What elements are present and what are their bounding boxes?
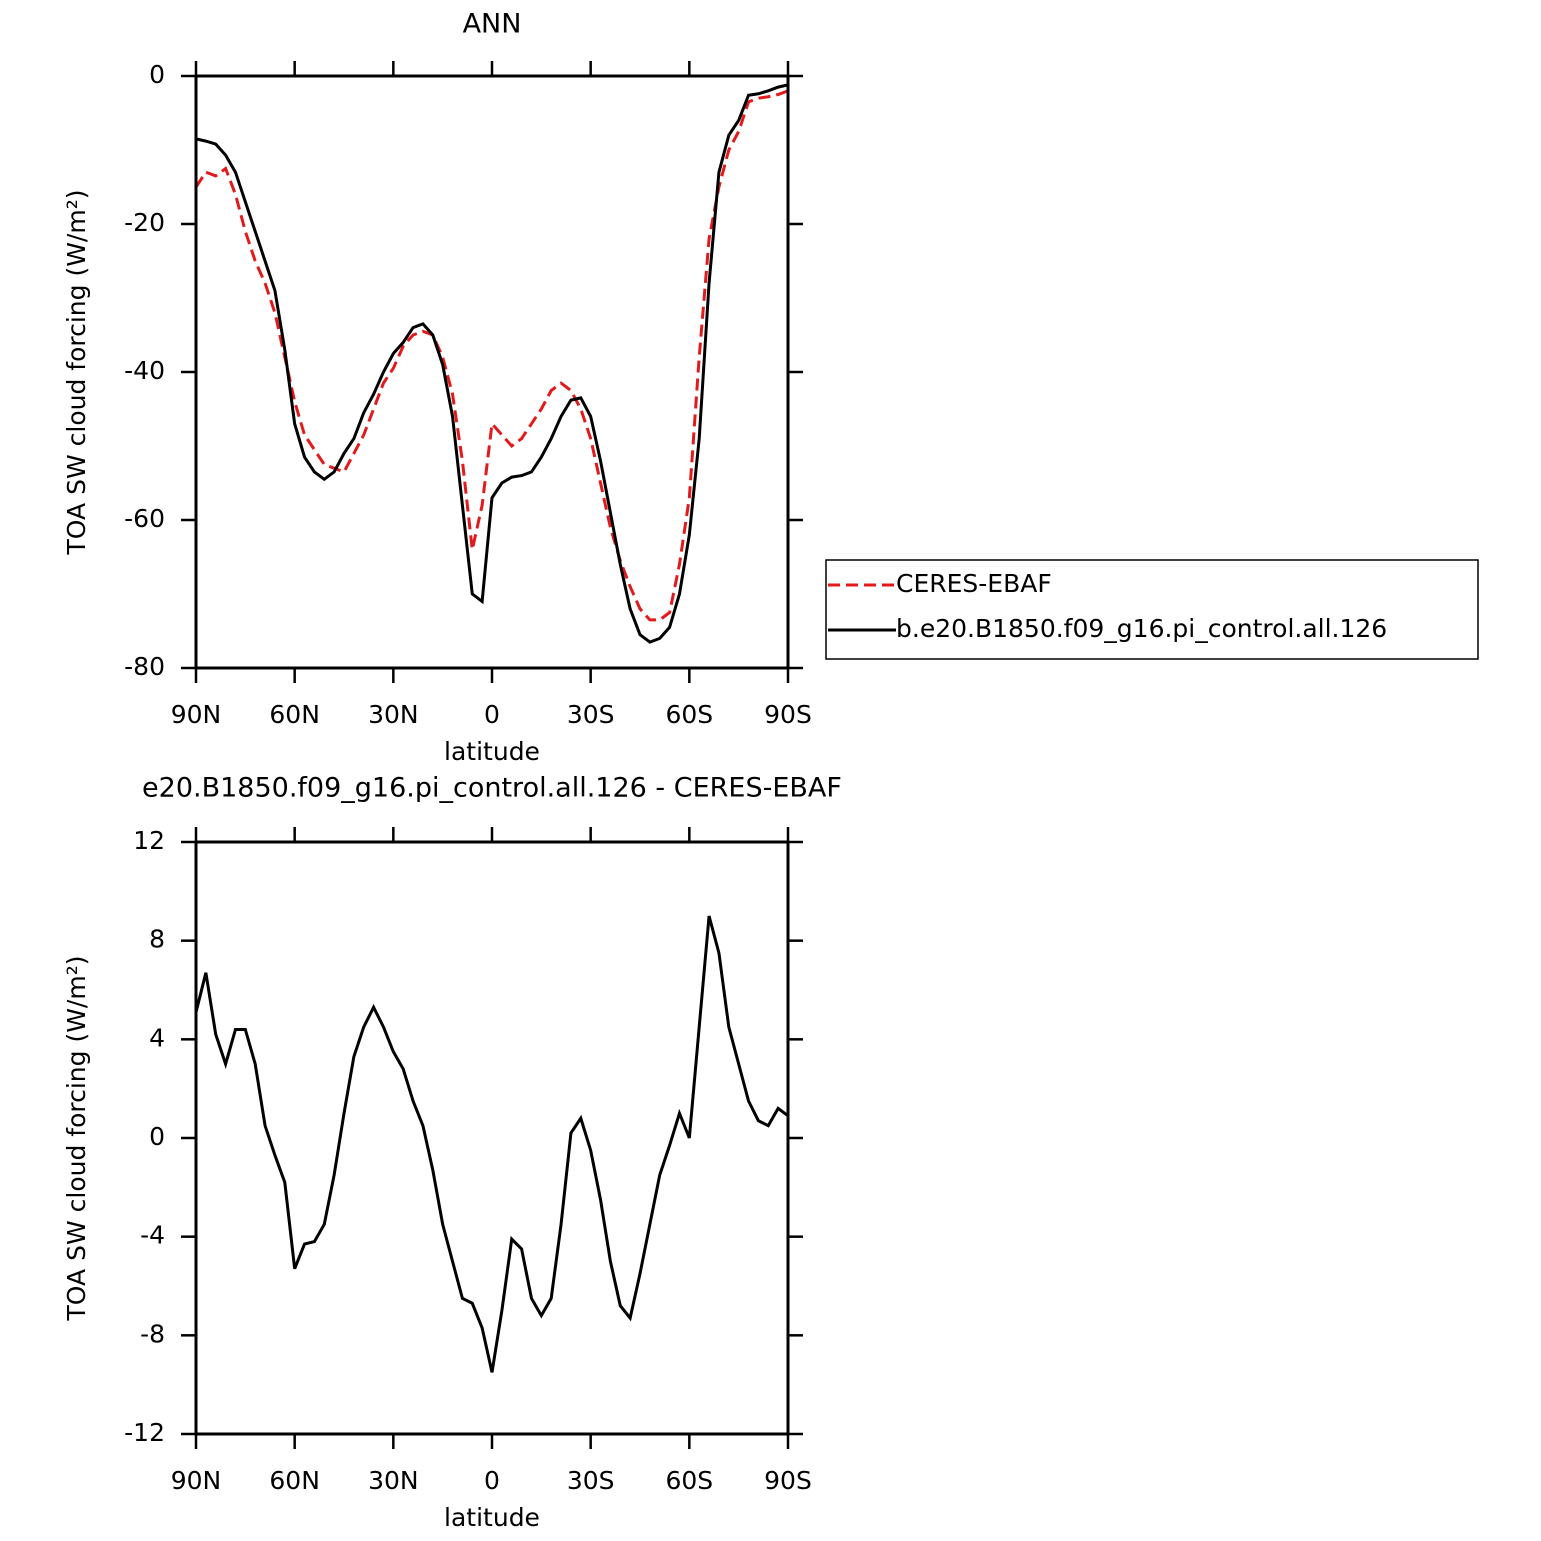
x-tick-label: 60S	[665, 1466, 713, 1495]
y-axis-label: TOA SW cloud forcing (W/m²)	[62, 956, 91, 1322]
y-tick-label: 12	[133, 826, 165, 855]
y-tick-label: 4	[149, 1023, 165, 1052]
x-axis-label: latitude	[444, 737, 540, 766]
x-tick-label: 60N	[269, 700, 320, 729]
x-tick-label: 60N	[269, 1466, 320, 1495]
y-tick-label: 8	[149, 925, 165, 954]
legend-label: CERES-EBAF	[896, 569, 1052, 598]
x-tick-label: 30N	[368, 1466, 419, 1495]
y-tick-label: 0	[149, 1122, 165, 1151]
y-tick-label: -12	[124, 1418, 165, 1447]
x-tick-label: 30S	[567, 700, 615, 729]
x-tick-label: 30S	[567, 1466, 615, 1495]
y-tick-label: -80	[124, 652, 165, 681]
x-tick-label: 90S	[764, 1466, 812, 1495]
x-tick-label: 90S	[764, 700, 812, 729]
data-line	[194, 915, 789, 1373]
plot-frame	[194, 74, 790, 670]
chart-title: ANN	[463, 9, 522, 40]
x-tick-label: 0	[484, 1466, 500, 1495]
y-tick-label: -20	[124, 208, 165, 237]
x-tick-label: 30N	[368, 700, 419, 729]
x-axis-label: latitude	[444, 1503, 540, 1532]
y-axis-label: TOA SW cloud forcing (W/m²)	[62, 190, 91, 556]
y-tick-label: -40	[124, 356, 165, 385]
data-line	[194, 89, 789, 622]
x-tick-label: 90N	[171, 700, 222, 729]
y-tick-label: 0	[149, 60, 165, 89]
x-tick-label: 90N	[171, 1466, 222, 1495]
x-tick-label: 0	[484, 700, 500, 729]
y-tick-label: -60	[124, 504, 165, 533]
x-tick-label: 60S	[665, 700, 713, 729]
legend-box	[825, 559, 1479, 660]
chart-title: e20.B1850.f09_g16.pi_control.all.126 - C…	[142, 773, 842, 804]
data-line	[195, 83, 789, 644]
y-tick-label: -4	[140, 1221, 165, 1250]
legend-label: b.e20.B1850.f09_g16.pi_control.all.126	[896, 614, 1387, 643]
y-tick-label: -8	[140, 1319, 165, 1348]
plot-frame	[194, 840, 790, 1436]
